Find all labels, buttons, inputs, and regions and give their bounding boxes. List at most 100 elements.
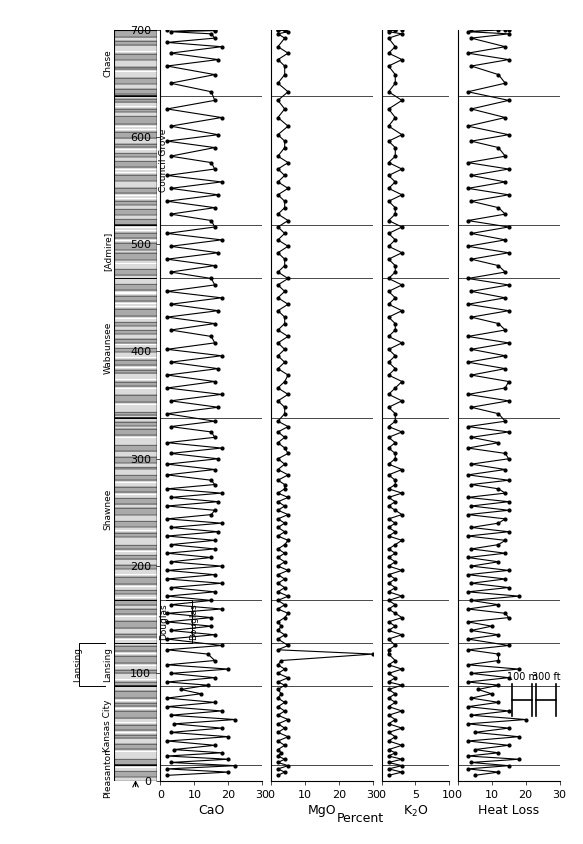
Bar — [114, 310, 157, 316]
Text: Shawnee: Shawnee — [103, 489, 113, 530]
Text: Pleasanton: Pleasanton — [103, 748, 113, 798]
X-axis label: CaO: CaO — [198, 803, 224, 817]
Bar — [114, 157, 157, 160]
Bar — [114, 492, 157, 498]
Bar — [114, 599, 157, 601]
Bar — [114, 144, 157, 147]
Bar — [114, 682, 157, 686]
Bar — [114, 744, 157, 749]
X-axis label: MgO: MgO — [308, 803, 336, 817]
Bar — [114, 209, 157, 214]
Bar — [114, 656, 157, 663]
Bar — [114, 348, 157, 352]
Bar — [114, 160, 157, 167]
Text: Percent: Percent — [336, 813, 384, 825]
Bar — [114, 417, 157, 419]
Text: Chase: Chase — [103, 49, 113, 77]
Bar — [114, 759, 157, 765]
Bar — [114, 167, 157, 176]
Bar — [114, 686, 157, 691]
Bar — [114, 269, 157, 274]
Bar — [114, 316, 157, 322]
Bar — [114, 289, 157, 296]
Bar — [114, 673, 157, 682]
Bar — [114, 426, 157, 430]
Bar — [114, 480, 157, 487]
Bar — [114, 609, 157, 614]
Bar — [114, 395, 157, 403]
Bar — [114, 469, 157, 475]
Bar — [114, 153, 157, 157]
Bar — [114, 36, 157, 41]
Bar — [114, 637, 157, 647]
Bar — [114, 214, 157, 219]
Bar — [114, 331, 157, 334]
Bar — [114, 735, 157, 738]
Bar — [114, 515, 157, 521]
Bar — [114, 533, 157, 538]
Bar — [114, 765, 157, 771]
Bar — [114, 94, 157, 99]
Bar — [114, 430, 157, 436]
Text: [Admire]: [Admire] — [103, 232, 113, 271]
Bar — [114, 84, 157, 89]
Bar — [114, 147, 157, 153]
Bar — [114, 30, 157, 36]
X-axis label: $\mathregular{K_2O}$: $\mathregular{K_2O}$ — [403, 803, 428, 819]
Bar — [114, 698, 157, 703]
Bar — [114, 326, 157, 331]
X-axis label: Heat Loss: Heat Loss — [478, 803, 539, 817]
Bar — [114, 202, 157, 205]
Bar — [114, 274, 157, 284]
Bar — [114, 381, 157, 387]
Bar — [114, 243, 157, 250]
Bar — [114, 344, 157, 348]
Bar — [114, 138, 157, 144]
Bar — [114, 538, 157, 544]
Bar — [114, 250, 157, 253]
Bar — [114, 422, 157, 426]
Bar — [114, 415, 157, 422]
Bar — [114, 725, 157, 730]
Bar — [114, 284, 157, 289]
Text: Wabaunsee: Wabaunsee — [103, 322, 113, 375]
Bar — [114, 352, 157, 360]
Bar — [114, 621, 157, 628]
Bar — [114, 738, 157, 744]
Bar — [114, 685, 157, 687]
Bar — [114, 730, 157, 735]
Bar — [114, 253, 157, 261]
Bar — [114, 634, 157, 637]
Bar — [114, 61, 157, 67]
Text: Lansing: Lansing — [73, 647, 82, 682]
Bar — [114, 569, 157, 577]
Bar — [114, 322, 157, 326]
Bar — [114, 334, 157, 339]
Bar — [114, 614, 157, 621]
Bar — [114, 78, 157, 84]
Bar — [114, 188, 157, 193]
Bar — [114, 360, 157, 365]
Text: 300 ft: 300 ft — [532, 672, 560, 682]
Bar — [114, 301, 157, 310]
Bar — [114, 225, 157, 233]
Bar — [114, 706, 157, 711]
Bar — [114, 777, 157, 781]
Text: Douglas: Douglas — [189, 603, 198, 641]
Bar — [114, 549, 157, 555]
Bar — [114, 711, 157, 717]
Bar — [114, 463, 157, 467]
Bar — [114, 109, 157, 112]
Bar — [114, 467, 157, 469]
Bar — [114, 99, 157, 101]
Bar — [114, 278, 157, 279]
Bar — [114, 652, 157, 656]
Bar — [114, 101, 157, 109]
Bar — [114, 555, 157, 559]
Bar — [114, 577, 157, 584]
Text: Douglas: Douglas — [159, 603, 168, 641]
Bar — [114, 123, 157, 133]
Bar — [114, 451, 157, 457]
Bar — [114, 296, 157, 301]
Bar — [114, 504, 157, 508]
